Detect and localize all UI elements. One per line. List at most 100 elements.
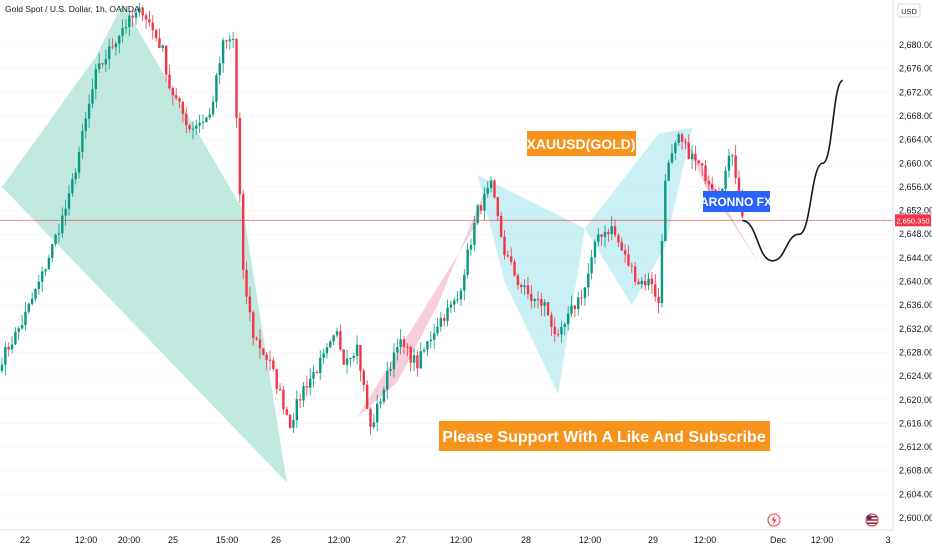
candle — [309, 368, 312, 396]
candle — [195, 119, 198, 135]
brand-banner — [703, 191, 770, 212]
candle — [258, 329, 262, 359]
time-axis-ticks[interactable]: 22 12:00 20:00 25 15:00 26 12:00 27 12:00 28 12:00… — [20, 535, 891, 545]
candle — [128, 10, 131, 37]
candle — [489, 176, 493, 193]
candle — [188, 123, 191, 133]
candle — [590, 250, 593, 280]
candle — [479, 204, 483, 215]
candle — [449, 300, 453, 313]
price-tick-label: 2,616.000 — [899, 418, 932, 428]
candle — [432, 324, 436, 349]
candle — [205, 116, 208, 123]
candle — [600, 234, 603, 246]
price-tick-label: 2,632.000 — [899, 324, 932, 334]
candle — [593, 239, 597, 264]
time-tick-label: 15:00 — [216, 535, 239, 545]
price-tick-label: 2,612.000 — [899, 442, 932, 452]
lightning-event-icon[interactable] — [767, 513, 781, 527]
candle — [352, 352, 355, 363]
candle — [687, 134, 690, 160]
candle — [94, 64, 97, 100]
candle — [151, 15, 154, 40]
candle — [389, 362, 392, 377]
candle — [446, 299, 449, 327]
candle — [372, 414, 376, 430]
candle — [382, 386, 386, 405]
candle — [677, 131, 680, 146]
price-tick-label: 2,664.000 — [899, 135, 932, 145]
candle — [41, 266, 44, 293]
us-flag-event-icon[interactable] — [865, 513, 879, 527]
harmonic-pattern-shapes — [2, 3, 760, 483]
candle — [543, 299, 546, 317]
price-axis-ticks[interactable]: 2,680.000 2,676.000 2,672.000 2,668.000 2,66… — [899, 40, 932, 523]
time-tick-label: Dec — [770, 535, 787, 545]
candle — [617, 232, 620, 248]
candle — [242, 189, 245, 280]
price-tick-label: 2,668.000 — [899, 111, 932, 121]
candle — [275, 368, 278, 395]
candle — [238, 112, 242, 204]
candle — [339, 324, 342, 351]
candle — [690, 145, 694, 169]
time-tick-label: 26 — [271, 535, 281, 545]
candle — [20, 314, 24, 330]
candle — [67, 184, 71, 216]
candle — [218, 56, 221, 84]
candle — [51, 243, 54, 263]
candle — [486, 181, 489, 198]
candle — [292, 413, 295, 433]
candle — [406, 343, 409, 357]
candle — [171, 85, 175, 106]
candle — [694, 145, 697, 171]
candle — [141, 5, 144, 22]
candle — [47, 254, 51, 270]
candle — [566, 306, 570, 331]
time-tick-label: 28 — [521, 535, 531, 545]
candle — [483, 186, 486, 220]
candle — [526, 276, 530, 300]
candle — [399, 328, 402, 355]
currency-button[interactable] — [897, 3, 921, 18]
candle — [54, 233, 57, 247]
title-banner-text: XAUUSD(GOLD) — [527, 136, 636, 152]
candle — [121, 19, 124, 43]
candle — [208, 107, 211, 120]
candle — [456, 291, 459, 304]
candle — [731, 153, 734, 166]
candle — [154, 28, 158, 42]
candle — [305, 375, 309, 396]
price-tick-label: 2,628.000 — [899, 347, 932, 357]
pattern-cyan — [477, 175, 585, 394]
candle — [473, 216, 476, 251]
candle — [670, 144, 674, 164]
candle — [228, 34, 231, 50]
candle — [315, 370, 319, 374]
price-tick-label: 2,652.000 — [899, 206, 932, 216]
brand-banner-text: ARONNO FX — [700, 195, 772, 209]
candle — [577, 291, 580, 316]
price-tick-label: 2,672.000 — [899, 87, 932, 97]
cta-banner-text: Please Support With A Like And Subscribe — [442, 429, 766, 446]
candle — [114, 41, 118, 56]
candle — [248, 286, 252, 322]
candle — [396, 338, 399, 361]
candle — [503, 229, 506, 260]
candle — [329, 340, 332, 349]
candle — [603, 224, 607, 248]
candle — [409, 345, 412, 372]
candle — [148, 10, 151, 27]
time-tick-label: 29 — [648, 535, 658, 545]
candle — [44, 268, 47, 276]
candle — [516, 273, 520, 290]
candle — [556, 328, 560, 337]
time-tick-label: 12:00 — [579, 535, 602, 545]
price-tick-label: 2,656.000 — [899, 182, 932, 192]
candle — [540, 292, 543, 317]
candle — [278, 383, 282, 392]
candle — [607, 228, 610, 243]
candle — [245, 261, 248, 305]
candle — [17, 325, 20, 341]
